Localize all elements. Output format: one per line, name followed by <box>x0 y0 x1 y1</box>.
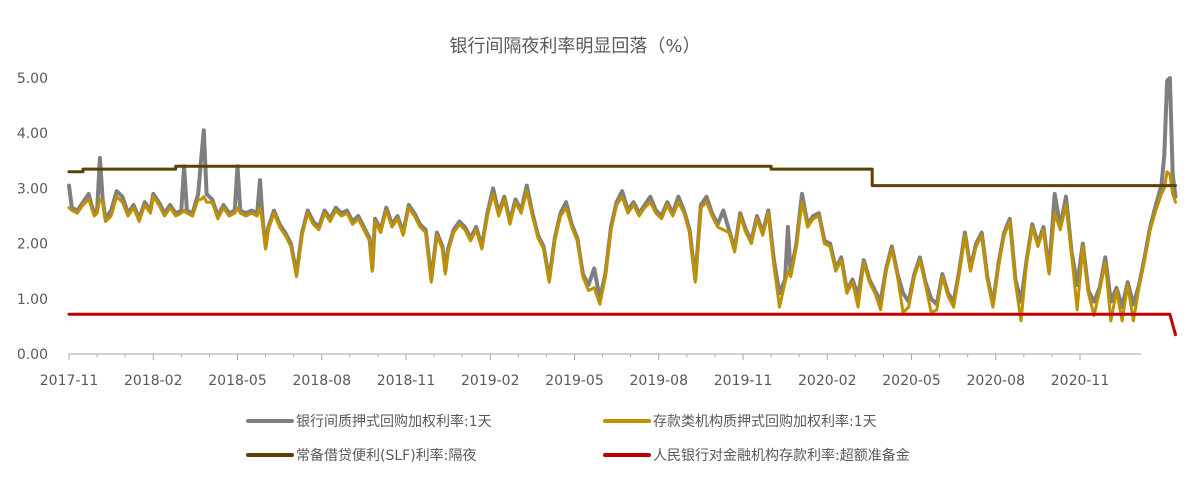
y-tick-label: 0.00 <box>17 347 48 363</box>
y-axis: 0.00 1.00 2.00 3.00 4.00 5.00 <box>17 71 48 363</box>
x-tick-label: 2019-11 <box>714 373 773 389</box>
x-tick-label: 2020-11 <box>1051 373 1110 389</box>
x-tick-label: 2018-05 <box>208 373 267 389</box>
y-tick-label: 2.00 <box>17 237 48 253</box>
x-tick-label: 2019-05 <box>545 373 604 389</box>
x-tick-label: 2020-05 <box>882 373 941 389</box>
x-tick-label: 2018-08 <box>293 373 352 389</box>
x-tick-label: 2018-02 <box>124 373 183 389</box>
legend-label: 常备借贷便利(SLF)利率:隔夜 <box>296 447 476 464</box>
x-tick-label: 2017-11 <box>40 373 99 389</box>
series-lines <box>67 76 1178 337</box>
legend-label: 人民银行对金融机构存款利率:超额准备金 <box>653 447 910 464</box>
y-tick-label: 5.00 <box>17 71 48 87</box>
legend-label: 银行间质押式回购加权利率:1天 <box>296 413 492 430</box>
x-axis: 2017-11 2018-02 2018-05 2018-08 2018-11 2019-… <box>40 353 1141 389</box>
y-tick-label: 1.00 <box>17 292 48 308</box>
legend-label: 存款类机构质押式回购加权利率:1天 <box>653 413 877 430</box>
y-tick-label: 4.00 <box>17 126 48 142</box>
y-tick-label: 3.00 <box>17 181 48 197</box>
x-tick-label: 2019-02 <box>461 373 520 389</box>
x-tick-label: 2018-11 <box>377 373 436 389</box>
series-line-1 <box>67 76 1178 310</box>
legend: 银行间质押式回购加权利率:1天 存款类机构质押式回购加权利率:1天常备借贷便利(S… <box>246 413 910 464</box>
x-tick-label: 2020-02 <box>798 373 857 389</box>
series-line-2 <box>67 170 1177 323</box>
x-tick-label: 2019-08 <box>630 373 689 389</box>
chart-title: 银行间隔夜利率明显回落（%） <box>449 36 700 57</box>
series-line-4 <box>67 312 1177 337</box>
series-line-3 <box>67 164 1177 188</box>
x-tick-label: 2020-08 <box>967 373 1026 389</box>
